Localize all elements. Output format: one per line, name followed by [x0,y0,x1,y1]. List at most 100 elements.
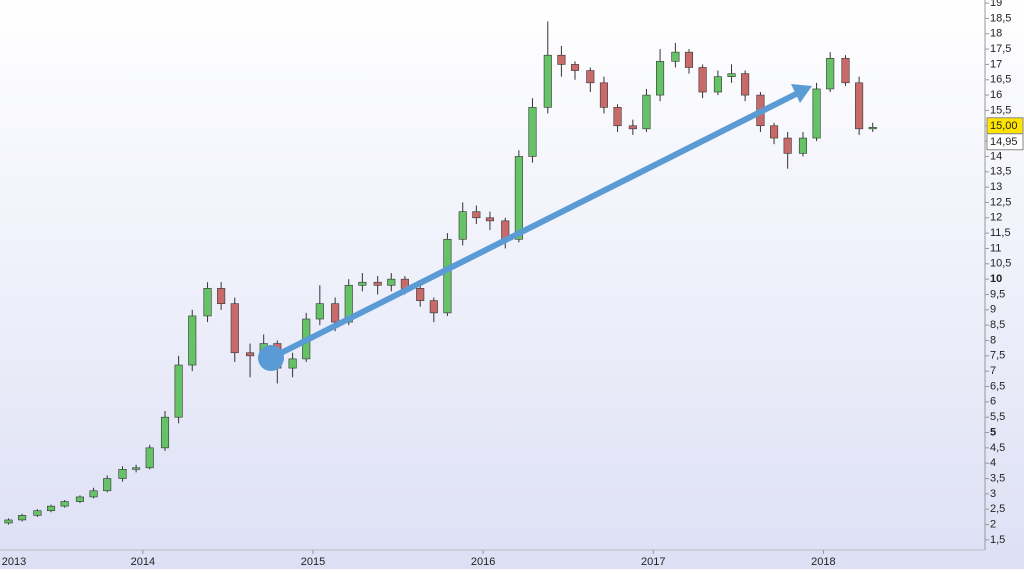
y-tick-label: 8 [990,334,996,346]
candle-body [416,288,425,301]
y-tick-label: 1,5 [990,534,1005,546]
y-tick-label: 3 [990,488,996,500]
y-tick-label: 11 [990,242,1001,254]
y-tick-label: 9,5 [990,288,1005,300]
candle-body [783,137,792,154]
candle-body [557,54,566,65]
candle-body [868,127,877,130]
y-tick-label: 17 [990,58,1002,70]
candle-body [4,519,13,524]
y-tick-label: 6,5 [990,380,1005,392]
y-tick-label: 2 [990,518,996,530]
candle-body [373,281,382,286]
y-tick-label: 15,5 [990,104,1011,116]
candle-body [656,61,665,96]
price-marker-label: 14,95 [990,136,1018,148]
y-tick-label: 11,5 [990,227,1011,239]
candle-body [628,125,637,130]
y-tick-label: 5,5 [990,411,1005,423]
candle-body [387,278,396,286]
candle-body [103,478,112,492]
y-tick-label: 14 [990,150,1002,162]
candle-body [485,217,494,222]
y-tick-label: 16 [990,89,1002,101]
y-tick-label: 12,5 [990,196,1011,208]
candle-body [358,281,367,286]
candle-body [543,54,552,108]
candle-body [118,469,127,479]
candle-body [174,364,183,418]
candle-body [429,300,438,314]
candle-body [514,156,523,240]
candle-body [698,67,707,93]
candle-body [727,73,736,77]
x-tick-label: 2014 [131,556,155,568]
y-tick-label: 18,5 [990,12,1011,24]
candle-body [188,315,197,366]
candle-body [812,88,821,139]
arrow-head [791,84,812,103]
y-tick-label: 4,5 [990,442,1005,454]
y-tick-label: 3,5 [990,472,1005,484]
candle-body [586,70,595,84]
x-tick-label: 2016 [471,556,495,568]
arrow-start [258,345,284,371]
y-tick-label: 7 [990,365,996,377]
y-tick-label: 2,5 [990,503,1005,515]
candle-body [599,82,608,108]
candle-body [75,496,84,502]
candle-body [458,211,467,240]
candle-body [18,515,27,521]
x-tick-label: 2015 [301,556,325,568]
candle-body [89,490,98,498]
price-marker-label: 15,00 [990,120,1018,132]
y-tick-label: 10,5 [990,258,1011,270]
y-tick-label: 5 [990,426,996,438]
candle-body [826,57,835,90]
y-tick-label: 12 [990,212,1002,224]
candle-body [230,303,239,354]
y-tick-label: 17,5 [990,43,1011,55]
candle-body [770,125,779,139]
candle-body [160,416,170,449]
candle-body [203,288,212,317]
candle-body [145,447,154,469]
x-tick-label: 2018 [811,556,835,568]
x-tick-label: 2013 [2,556,26,568]
price-marker [986,133,1024,151]
candle-body [443,238,452,314]
y-tick-label: 9 [990,304,996,316]
candle-body [855,82,864,130]
candle-body [841,57,850,84]
candle-body [741,73,750,96]
y-tick-label: 19 [990,0,1002,9]
candle-body [246,352,255,357]
candle-body [684,51,694,68]
y-tick-label: 7,5 [990,350,1005,362]
candle-body [60,501,69,507]
candle-body [217,288,226,304]
candle-body [331,303,340,323]
y-tick-label: 4 [990,457,996,469]
candle-body [613,107,622,127]
candle-body [798,137,808,154]
y-tick-label: 10 [990,273,1002,285]
y-tick-label: 6 [990,396,996,408]
y-tick-label: 16,5 [990,74,1011,86]
candle-body [671,51,680,62]
trend-arrow [258,84,812,371]
y-tick-label: 8,5 [990,319,1005,331]
candle-body [46,505,56,512]
candle-body [315,303,324,320]
candle-body [642,94,651,130]
candle-body [33,510,42,516]
x-tick-label: 2017 [641,556,665,568]
y-tick-label: 13,5 [990,166,1011,178]
candle-body [713,76,722,93]
arrow-line [269,89,802,361]
y-tick-label: 18 [990,28,1002,40]
candle-body [570,64,580,71]
y-tick-label: 13 [990,181,1002,193]
